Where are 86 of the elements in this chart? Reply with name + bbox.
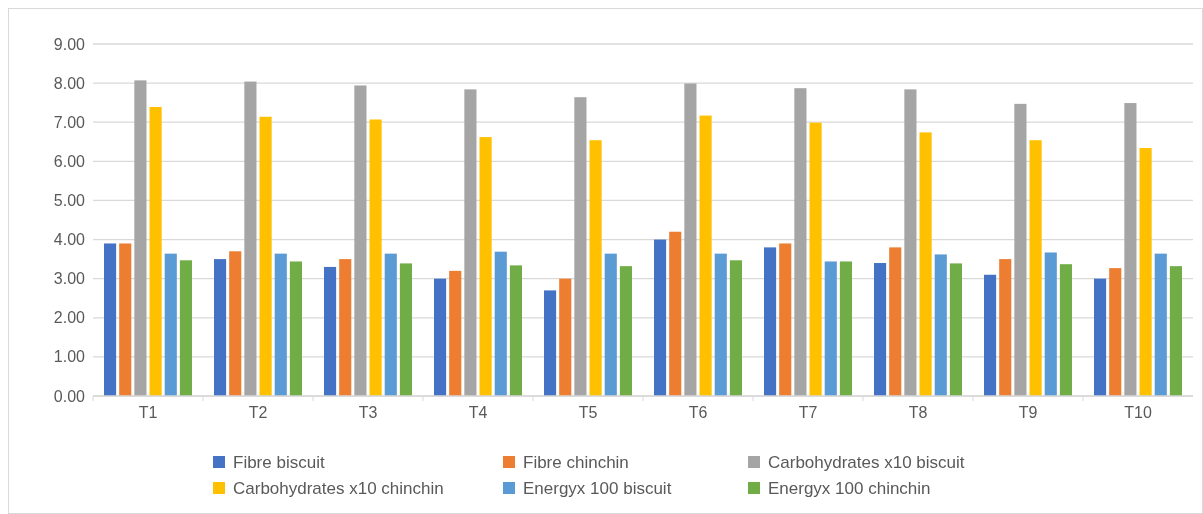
bar bbox=[654, 239, 667, 396]
y-tick-label: 1.00 bbox=[53, 348, 86, 366]
x-tick-label: T1 bbox=[138, 404, 158, 421]
bar bbox=[274, 253, 287, 396]
bar bbox=[559, 278, 572, 396]
x-tick-label: T9 bbox=[1018, 404, 1038, 421]
bar bbox=[384, 253, 397, 396]
bar bbox=[479, 137, 492, 396]
bar bbox=[574, 97, 587, 396]
x-tick-label: T7 bbox=[798, 404, 818, 421]
bar bbox=[904, 89, 917, 396]
y-tick-label: 2.00 bbox=[53, 309, 86, 327]
x-tick-label: T5 bbox=[578, 404, 598, 421]
bar bbox=[1094, 278, 1107, 396]
x-tick-label: T10 bbox=[1124, 404, 1152, 421]
bar bbox=[149, 106, 162, 396]
bar bbox=[464, 89, 477, 396]
bar bbox=[1109, 268, 1122, 396]
bar bbox=[119, 243, 132, 396]
bar bbox=[214, 259, 227, 396]
y-tick-label: 5.00 bbox=[53, 192, 86, 210]
bar bbox=[999, 259, 1012, 396]
bar bbox=[949, 263, 962, 396]
bar bbox=[919, 132, 932, 396]
bar bbox=[874, 263, 887, 396]
bar bbox=[699, 115, 712, 396]
bar bbox=[399, 263, 412, 396]
bar bbox=[509, 265, 522, 396]
bar bbox=[984, 274, 997, 396]
legend-label: Energyx 100 chinchin bbox=[768, 479, 931, 498]
bar bbox=[1029, 140, 1042, 396]
y-tick-label: 0.00 bbox=[53, 387, 86, 405]
legend-label: Carbohydrates x10 chinchin bbox=[233, 479, 444, 498]
bar bbox=[354, 85, 367, 396]
bar bbox=[589, 140, 602, 396]
y-tick-label: 6.00 bbox=[53, 152, 86, 170]
bar bbox=[449, 270, 462, 396]
bar bbox=[164, 253, 177, 396]
y-tick-label: 7.00 bbox=[53, 113, 86, 131]
legend-label: Fibre chinchin bbox=[523, 453, 629, 472]
bar bbox=[1139, 148, 1152, 396]
y-tick-label: 4.00 bbox=[53, 231, 86, 249]
bar bbox=[934, 254, 947, 396]
x-tick-label: T3 bbox=[358, 404, 378, 421]
bar bbox=[324, 266, 337, 396]
y-tick-label: 3.00 bbox=[53, 270, 86, 288]
bar bbox=[1014, 103, 1027, 396]
bar bbox=[104, 243, 117, 396]
bar bbox=[889, 247, 902, 396]
legend-label: Carbohydrates x10 biscuit bbox=[768, 453, 965, 472]
bar bbox=[1154, 253, 1167, 396]
x-tick-label: T4 bbox=[468, 404, 488, 421]
legend-label: Fibre biscuit bbox=[233, 453, 325, 472]
x-tick-label: T8 bbox=[908, 404, 928, 421]
bar bbox=[619, 266, 632, 396]
y-tick-label: 9.00 bbox=[53, 35, 86, 53]
bar bbox=[794, 88, 807, 396]
bar bbox=[824, 261, 837, 396]
bar bbox=[604, 253, 617, 396]
x-tick-label: T2 bbox=[248, 404, 268, 421]
bar bbox=[839, 261, 852, 396]
bar bbox=[259, 116, 272, 396]
bar bbox=[1059, 264, 1072, 396]
bar bbox=[369, 119, 382, 396]
bar bbox=[1169, 266, 1182, 396]
y-tick-label: 8.00 bbox=[53, 74, 86, 92]
bar bbox=[244, 81, 257, 396]
bar bbox=[729, 260, 742, 396]
bar bbox=[339, 259, 352, 396]
bar bbox=[714, 253, 727, 396]
bar bbox=[229, 251, 242, 396]
bar bbox=[779, 243, 792, 396]
x-tick-label: T6 bbox=[688, 404, 708, 421]
bar bbox=[289, 261, 302, 396]
bar bbox=[1124, 103, 1137, 396]
legend-label: Energyx 100 biscuit bbox=[523, 479, 672, 498]
bar bbox=[494, 251, 507, 396]
bar bbox=[434, 278, 447, 396]
bar bbox=[669, 231, 682, 396]
bar bbox=[764, 247, 777, 396]
bar bbox=[134, 80, 147, 396]
bar bbox=[684, 83, 697, 396]
bar bbox=[1044, 252, 1057, 396]
bar bbox=[179, 260, 192, 396]
bar bbox=[809, 122, 822, 396]
bar bbox=[544, 290, 557, 396]
